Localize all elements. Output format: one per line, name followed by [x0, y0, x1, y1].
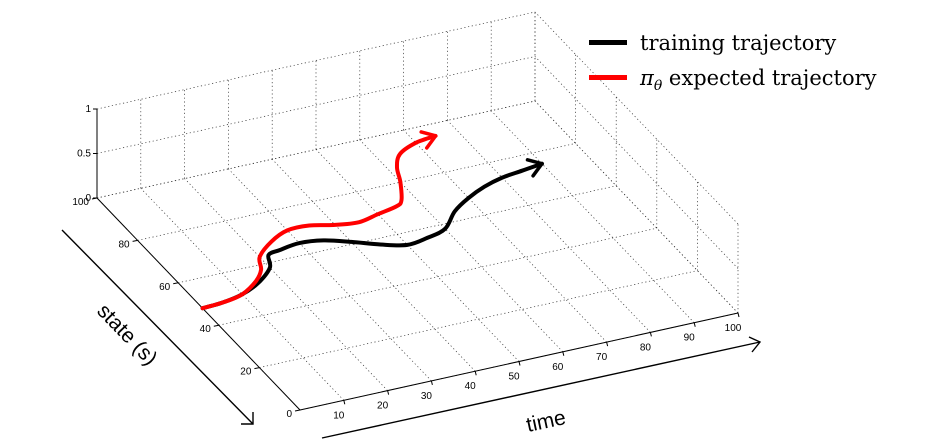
floor-grid-line: [178, 185, 617, 284]
x-tick-label: 10: [333, 410, 345, 421]
y-tick-mark: [213, 324, 219, 327]
y-axis-arrow-head: [241, 412, 254, 425]
x-tick-label: 90: [684, 333, 696, 344]
z-tick-label: 0.5: [77, 149, 91, 160]
back-wall-grid-line: [96, 56, 536, 154]
x-tick-label: 30: [421, 391, 433, 402]
legend-label-policy: πθ expected trajectory: [639, 66, 877, 94]
floor-grid-line: [218, 227, 657, 326]
y-tick-mark: [132, 239, 138, 242]
series-arrowhead-training: [525, 158, 544, 178]
x-axis-arrow-head: [748, 336, 762, 353]
x-tick-mark: [649, 332, 652, 337]
legend-label-policy-subscript: θ: [654, 78, 663, 94]
y-axis-arrow-line: [61, 229, 254, 425]
series-line-policy: [200, 133, 438, 311]
x-tick-label: 40: [465, 381, 477, 392]
series-arrowhead-policy: [419, 130, 438, 150]
x-tick-label: 50: [508, 372, 520, 383]
series-line-training: [200, 161, 544, 311]
x-tick-mark: [693, 322, 696, 327]
x-axis-arrow-line: [321, 341, 761, 439]
chart-series: [200, 130, 544, 311]
y-tick-label: 40: [200, 324, 212, 335]
x-tick-label: 100: [725, 323, 742, 334]
x-tick-label: 20: [377, 401, 389, 412]
chart-axes: [91, 108, 740, 412]
z-tick-label: 1: [85, 104, 91, 115]
y-tick-label: 80: [118, 239, 130, 250]
y-axis-label: state (s): [92, 299, 161, 370]
y-tick-label: 0: [286, 409, 292, 420]
floor-grid-line: [447, 120, 651, 333]
back-wall-grid-line: [96, 11, 536, 110]
legend-label-policy-rest: expected trajectory: [662, 66, 876, 90]
x-tick-mark: [606, 341, 609, 347]
x-tick-mark: [518, 361, 521, 366]
y-tick-mark: [294, 409, 301, 412]
floor-grid-line: [137, 143, 576, 241]
floor-grid-line: [271, 158, 476, 372]
y-tick-label: 100: [72, 197, 89, 208]
x-tick-label: 70: [596, 352, 608, 363]
y-tick-mark: [173, 282, 179, 285]
floor-grid-line: [534, 100, 739, 314]
x-tick-label: 60: [552, 362, 564, 373]
x-tick-mark: [474, 371, 477, 376]
legend-swatch-policy: [589, 75, 627, 80]
legend-swatch-training: [589, 40, 627, 45]
y-axis-line: [96, 197, 301, 411]
x-axis-label: time: [524, 406, 568, 437]
side-wall-grid-line: [534, 100, 739, 314]
legend: training trajectory πθ expected trajecto…: [589, 31, 877, 94]
x-tick-mark: [737, 312, 740, 318]
back-wall-grid-line: [96, 100, 536, 199]
x-tick-mark: [387, 390, 390, 395]
legend-label-training: training trajectory: [640, 31, 836, 55]
floor-grid-line: [259, 270, 698, 368]
x-tick-mark: [562, 351, 565, 356]
floor-grid-line: [184, 178, 388, 391]
z-tick-label: 0: [85, 193, 91, 204]
y-tick-mark: [254, 367, 260, 370]
y-tick-label: 20: [240, 367, 252, 378]
floor-grid-line: [490, 110, 695, 323]
floor-grid-line: [315, 149, 520, 362]
y-tick-label: 60: [159, 282, 171, 293]
x-tick-mark: [430, 380, 433, 386]
x-tick-label: 80: [640, 342, 652, 353]
x-tick-mark: [343, 400, 346, 405]
legend-label-policy-symbol: π: [639, 66, 655, 90]
